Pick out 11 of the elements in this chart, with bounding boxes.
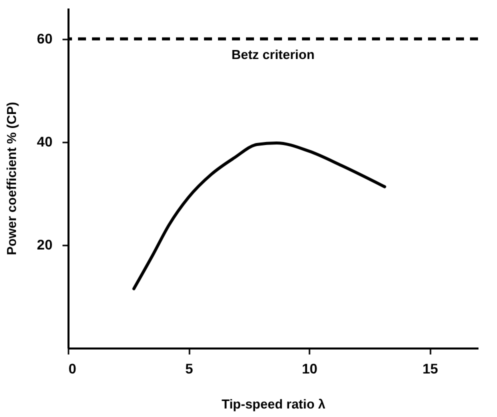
x-tick-label: 0 [68, 360, 76, 376]
x-axis-title: Tip-speed ratio λ [222, 396, 326, 412]
y-tick-label: 20 [36, 236, 53, 252]
x-tick-label: 5 [185, 360, 194, 376]
y-tick-label: 40 [36, 133, 53, 150]
ref-line-label: Betz criterion [231, 46, 315, 62]
x-tick-label: 15 [422, 360, 438, 376]
y-tick-label: 60 [36, 30, 53, 46]
y-axis-title: Power coefficient % (CP) [4, 102, 19, 256]
line-series [132, 141, 386, 290]
x-tick-label: 10 [302, 360, 318, 376]
